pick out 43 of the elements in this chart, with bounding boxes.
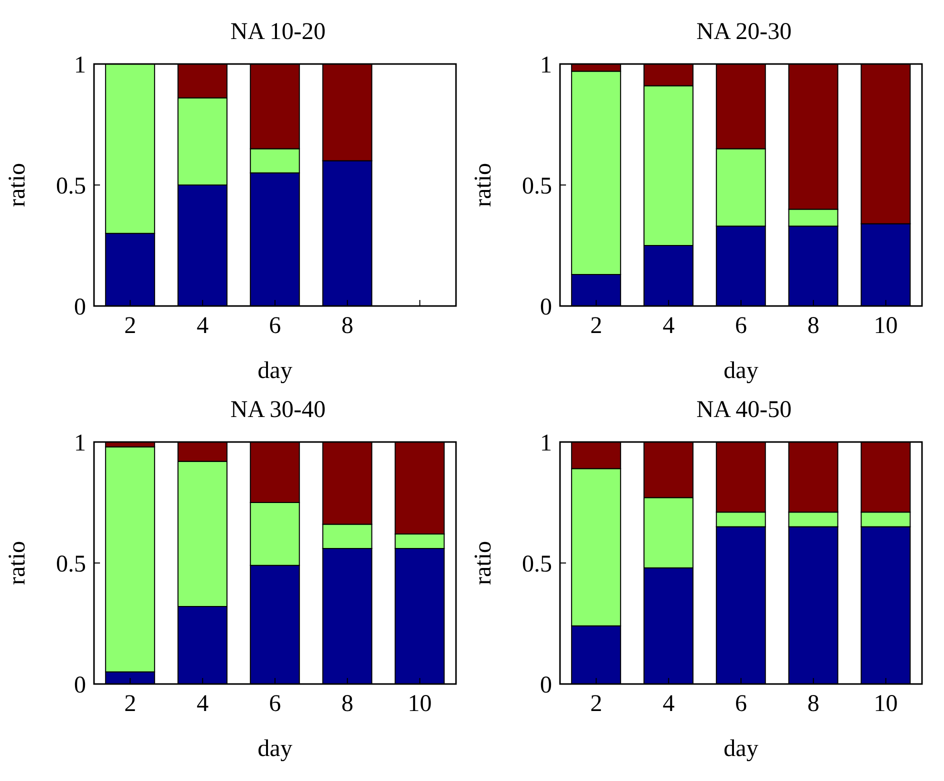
- y-tick-label: 1: [74, 52, 86, 79]
- x-axis-title: day: [258, 358, 292, 384]
- x-tick-label: 8: [807, 691, 820, 718]
- x-tick-label: 8: [807, 313, 820, 340]
- x-tick-label: 8: [341, 313, 354, 340]
- x-tick-label: 6: [269, 313, 281, 340]
- x-axis-title: day: [724, 358, 758, 384]
- chart-title: NA 10-20: [230, 19, 326, 45]
- y-axis-title: ratio: [4, 541, 31, 585]
- y-tick-label: 1: [540, 52, 552, 79]
- x-tick-label: 6: [735, 313, 747, 340]
- x-tick-label: 2: [124, 313, 136, 340]
- x-tick-label: 2: [124, 691, 136, 718]
- x-axis-title: day: [258, 736, 292, 762]
- x-axis-title: day: [724, 736, 758, 762]
- x-tick-label: 4: [196, 313, 209, 340]
- x-tick-label: 4: [662, 313, 675, 340]
- y-tick-label: 0: [540, 294, 552, 321]
- x-tick-label: 6: [269, 691, 281, 718]
- y-tick-label: 0: [74, 294, 86, 321]
- x-tick-label: 10: [408, 691, 432, 718]
- y-tick-label: 0: [74, 672, 86, 699]
- y-tick-label: 1: [74, 430, 86, 457]
- y-axis-title: ratio: [4, 163, 31, 207]
- y-axis-title: ratio: [470, 163, 497, 207]
- x-tick-label: 2: [590, 691, 602, 718]
- x-tick-label: 8: [341, 691, 354, 718]
- x-tick-label: 6: [735, 691, 747, 718]
- x-tick-label: 4: [196, 691, 209, 718]
- chart-title: NA 40-50: [696, 397, 792, 423]
- y-tick-label: 0: [540, 672, 552, 699]
- y-tick-label: 1: [540, 430, 552, 457]
- x-tick-label: 4: [662, 691, 675, 718]
- chart-title: NA 20-30: [696, 19, 792, 45]
- x-tick-label: 10: [874, 313, 898, 340]
- y-tick-label: 0.5: [522, 552, 552, 578]
- y-tick-label: 0.5: [522, 174, 552, 200]
- y-axis-title: ratio: [470, 541, 497, 585]
- x-tick-label: 10: [874, 691, 898, 718]
- x-tick-label: 2: [590, 313, 602, 340]
- y-tick-label: 0.5: [56, 174, 86, 200]
- chart-title: NA 30-40: [230, 397, 326, 423]
- y-tick-label: 0.5: [56, 552, 86, 578]
